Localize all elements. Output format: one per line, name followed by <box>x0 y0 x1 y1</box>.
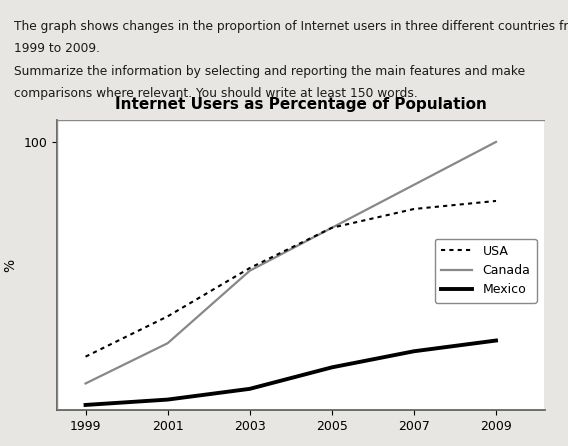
Text: 1999 to 2009.: 1999 to 2009. <box>14 42 100 55</box>
Text: Summarize the information by selecting and reporting the main features and make: Summarize the information by selecting a… <box>14 65 525 78</box>
Title: Internet Users as Percentage of Population: Internet Users as Percentage of Populati… <box>115 97 487 112</box>
Bar <box>57 120 545 410</box>
Legend: USA, Canada, Mexico: USA, Canada, Mexico <box>435 239 537 302</box>
Text: comparisons where relevant. You should write at least 150 words.: comparisons where relevant. You should w… <box>14 87 418 100</box>
Y-axis label: %: % <box>3 259 18 272</box>
Text: The graph shows changes in the proportion of Internet users in three different c: The graph shows changes in the proportio… <box>14 20 568 33</box>
